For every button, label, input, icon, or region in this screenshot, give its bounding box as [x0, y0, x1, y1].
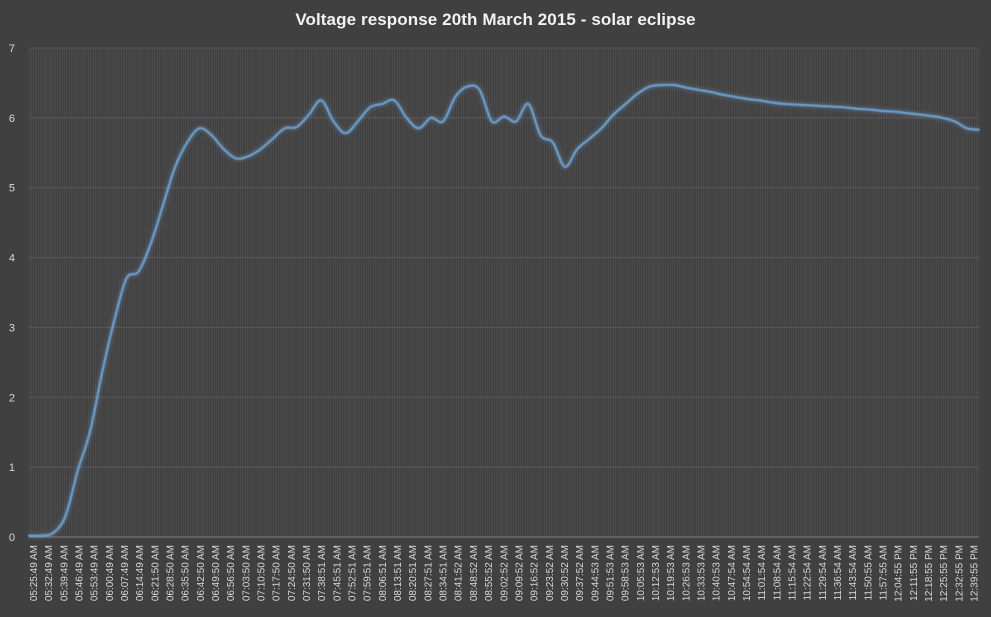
x-tick-label: 09:23:52 AM — [545, 545, 556, 601]
x-tick-label: 08:13:51 AM — [393, 545, 404, 601]
x-tick-label: 11:01:54 AM — [757, 545, 768, 600]
tick-labels: 0 1 2 3 4 5 6 7 05:25:49 AM 05:32:49 AM 05:39:49 A… — [9, 43, 981, 602]
x-tick-label: 09:44:53 AM — [590, 545, 601, 601]
x-tick-label: 07:31:50 AM — [302, 545, 313, 601]
x-tick-label: 09:37:52 AM — [575, 545, 586, 601]
x-tick-label: 09:16:52 AM — [530, 545, 541, 601]
y-tick-label: 3 — [9, 322, 15, 334]
series-line-voltage — [28, 83, 980, 537]
y-tick-label: 7 — [9, 43, 15, 55]
x-tick-label: 07:45:51 AM — [332, 545, 343, 601]
x-tick-label: 10:19:53 AM — [666, 545, 677, 601]
x-tick-label: 10:05:53 AM — [636, 545, 647, 601]
x-tick-label: 11:36:54 AM — [833, 545, 844, 600]
x-tick-label: 06:42:50 AM — [196, 545, 207, 601]
x-tick-label: 08:48:52 AM — [469, 545, 480, 601]
series-layer — [28, 83, 980, 538]
x-tick-label: 10:54:54 AM — [742, 545, 753, 601]
x-tick-label: 07:17:50 AM — [272, 545, 283, 601]
x-tick-label: 05:53:49 AM — [90, 545, 101, 601]
x-tick-label: 11:15:54 AM — [787, 545, 798, 600]
x-tick-label: 08:06:51 AM — [378, 545, 389, 601]
x-tick-label: 08:20:51 AM — [408, 545, 419, 601]
gridlines — [28, 47, 980, 538]
y-tick-label: 2 — [9, 392, 15, 404]
x-tick-label: 05:46:49 AM — [75, 545, 86, 601]
x-tick-label: 12:39:55 PM — [970, 545, 981, 602]
x-tick-label: 05:32:49 AM — [44, 545, 55, 601]
x-tick-label: 07:10:50 AM — [257, 545, 268, 601]
x-tick-label: 06:28:50 AM — [166, 545, 177, 601]
x-tick-label: 11:43:54 AM — [848, 545, 859, 600]
x-tick-label: 06:14:49 AM — [135, 545, 146, 601]
x-tick-label: 11:29:54 AM — [818, 545, 829, 600]
x-tick-label: 11:22:54 AM — [803, 545, 814, 600]
x-tick-label: 12:18:55 PM — [924, 545, 935, 602]
y-tick-label: 4 — [9, 253, 15, 265]
x-tick-label: 10:33:53 AM — [696, 545, 707, 601]
x-tick-label: 05:25:49 AM — [29, 545, 40, 601]
x-tick-label: 06:49:50 AM — [211, 545, 222, 601]
x-tick-label: 11:57:55 AM — [878, 545, 889, 600]
x-tick-label: 07:03:50 AM — [241, 545, 252, 601]
y-tick-label: 0 — [9, 532, 15, 544]
x-tick-label: 06:07:49 AM — [120, 545, 131, 601]
x-tick-label: 11:50:55 AM — [863, 545, 874, 600]
x-tick-label: 07:24:50 AM — [287, 545, 298, 601]
x-tick-label: 12:11:55 PM — [909, 545, 920, 601]
chart-title: Voltage response 20th March 2015 - solar… — [295, 10, 696, 29]
x-tick-label: 10:26:53 AM — [681, 545, 692, 601]
x-tick-label: 08:55:52 AM — [484, 545, 495, 601]
x-tick-label: 06:00:49 AM — [105, 545, 116, 601]
x-tick-label: 09:09:52 AM — [514, 545, 525, 601]
x-tick-label: 09:30:52 AM — [560, 545, 571, 601]
x-tick-label: 12:25:55 PM — [939, 545, 950, 602]
x-tick-label: 08:41:52 AM — [454, 545, 465, 601]
x-tick-label: 12:32:55 PM — [954, 545, 965, 602]
x-tick-label: 05:39:49 AM — [59, 545, 70, 601]
x-tick-label: 06:35:50 AM — [181, 545, 192, 601]
x-tick-label: 07:38:51 AM — [317, 545, 328, 601]
x-tick-label: 10:12:53 AM — [651, 545, 662, 601]
x-tick-label: 06:21:50 AM — [150, 545, 161, 601]
x-tick-label: 09:02:52 AM — [499, 545, 510, 601]
x-tick-label: 08:34:51 AM — [439, 545, 450, 601]
x-tick-label: 06:56:50 AM — [226, 545, 237, 601]
x-tick-label: 09:51:53 AM — [605, 545, 616, 601]
x-tick-label: 10:47:54 AM — [727, 545, 738, 601]
x-tick-label: 10:40:53 AM — [712, 545, 723, 601]
x-tick-label: 09:58:53 AM — [621, 545, 632, 601]
x-tick-label: 12:04:55 PM — [894, 545, 905, 602]
x-tick-label: 07:52:51 AM — [348, 545, 359, 601]
y-tick-label: 6 — [9, 113, 15, 125]
x-tick-label: 08:27:51 AM — [423, 545, 434, 601]
x-tick-label: 11:08:54 AM — [772, 545, 783, 600]
x-tick-label: 07:59:51 AM — [363, 545, 374, 601]
y-tick-label: 5 — [9, 183, 15, 195]
y-tick-label: 1 — [9, 462, 15, 474]
